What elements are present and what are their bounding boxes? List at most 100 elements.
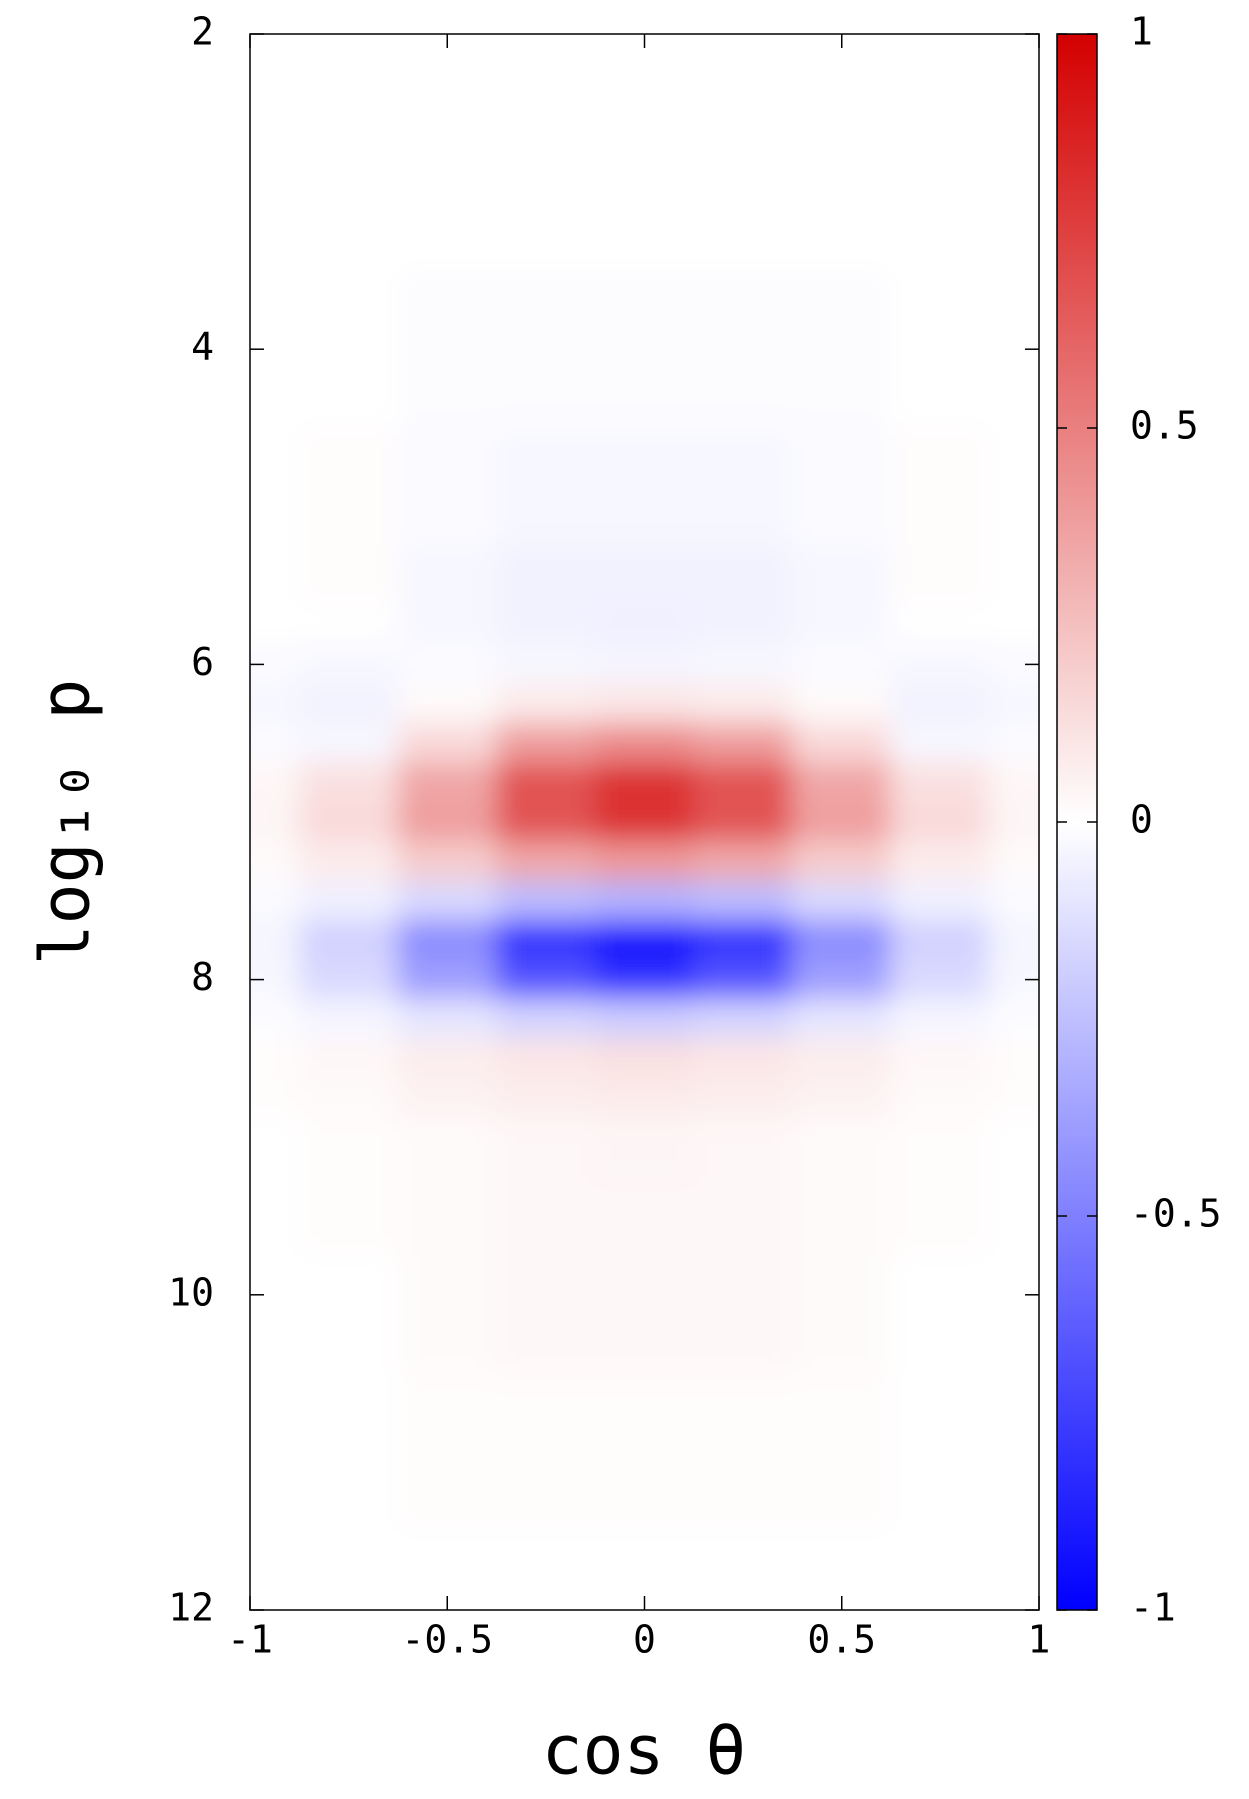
heatmap-cell	[890, 1176, 991, 1256]
heatmap-cell	[397, 1117, 498, 1178]
heatmap-cell	[890, 920, 991, 961]
y-tick-label: 12	[168, 1586, 214, 1630]
heatmap-cell	[693, 723, 793, 764]
heatmap-cell	[496, 762, 596, 803]
heatmap-cell	[989, 723, 1039, 764]
heatmap-cell	[250, 920, 300, 961]
heatmap-cell	[397, 1176, 498, 1256]
heatmap-cell	[890, 959, 991, 1000]
heatmap-cell	[594, 959, 695, 1000]
y-tick-label: 8	[191, 955, 214, 999]
heatmap-cell	[989, 34, 1039, 114]
heatmap-cell	[791, 841, 892, 882]
heatmap-cell	[496, 683, 596, 724]
heatmap-cell	[890, 683, 991, 724]
heatmap-cell	[250, 1038, 300, 1079]
heatmap-cell	[397, 920, 498, 961]
heatmap-cell	[989, 604, 1039, 646]
heatmap-cell	[594, 427, 695, 547]
heatmap-cell	[250, 841, 300, 882]
heatmap-cell	[298, 644, 399, 685]
heatmap-cell	[693, 1254, 793, 1375]
heatmap-cell	[298, 1077, 399, 1118]
heatmap-cell	[496, 1117, 596, 1178]
heatmap-cell	[693, 959, 793, 1000]
heatmap-cell	[693, 34, 793, 114]
heatmap-cell	[890, 1117, 991, 1178]
heatmap-cell	[791, 604, 892, 646]
heatmap-cell	[890, 762, 991, 803]
heatmap-cell	[693, 880, 793, 921]
heatmap-cell	[496, 34, 596, 114]
heatmap-cell	[791, 1077, 892, 1118]
heatmap-cell	[594, 762, 695, 803]
heatmap-cell	[890, 1530, 991, 1610]
heatmap-cell	[890, 1254, 991, 1375]
heatmap-cell	[890, 644, 991, 685]
heatmap-cell	[496, 644, 596, 685]
heatmap-cell	[791, 1373, 892, 1532]
heatmap-cell	[496, 545, 596, 606]
heatmap-cell	[397, 269, 498, 429]
heatmap-cell	[594, 880, 695, 921]
heatmap-cell	[890, 801, 991, 843]
heatmap-cell	[250, 112, 300, 271]
heatmap-cell	[250, 801, 300, 843]
y-tick-label: 4	[191, 325, 214, 369]
x-tick-label: 0.5	[807, 1618, 876, 1662]
heatmap-cell	[397, 959, 498, 1000]
heatmap-cell	[693, 920, 793, 961]
colorbar-tick-label: 1	[1130, 10, 1153, 54]
heatmap-cell	[791, 1038, 892, 1079]
heatmap-cell	[693, 545, 793, 606]
y-tick-label: 2	[191, 10, 214, 54]
heatmap-cell	[298, 1176, 399, 1256]
heatmap-cell	[890, 1077, 991, 1118]
heatmap-cell	[989, 920, 1039, 961]
x-tick-label: -1	[227, 1618, 273, 1662]
heatmap-cell	[791, 723, 892, 764]
heatmap-cell	[594, 1117, 695, 1178]
heatmap-cells	[250, 34, 1039, 1610]
heatmap-cell	[989, 1373, 1039, 1532]
heatmap-cell	[496, 723, 596, 764]
heatmap-cell	[989, 1530, 1039, 1610]
heatmap-cell	[250, 762, 300, 803]
heatmap-cell	[791, 644, 892, 685]
heatmap-cell	[989, 998, 1039, 1040]
heatmap-cell	[298, 1530, 399, 1610]
heatmap-cell	[693, 1530, 793, 1610]
heatmap-cell	[791, 998, 892, 1040]
heatmap-cell	[250, 427, 300, 547]
heatmap-cell	[594, 644, 695, 685]
heatmap-cell	[250, 683, 300, 724]
x-axis-label: cos θ	[542, 1712, 747, 1791]
heatmap-cell	[250, 1254, 300, 1375]
heatmap-cell	[693, 1077, 793, 1118]
heatmap-cell	[693, 1038, 793, 1079]
heatmap-cell	[397, 1077, 498, 1118]
heatmap-cell	[298, 762, 399, 803]
heatmap-cell	[890, 112, 991, 271]
heatmap-cell	[298, 112, 399, 271]
heatmap-cell	[496, 880, 596, 921]
heatmap-cell	[298, 545, 399, 606]
heatmap-cell	[397, 604, 498, 646]
heatmap-cell	[397, 112, 498, 271]
heatmap-cell	[989, 545, 1039, 606]
heatmap-cell	[250, 604, 300, 646]
heatmap-cell	[250, 1530, 300, 1610]
heatmap-cell	[397, 801, 498, 843]
heatmap-cell	[594, 683, 695, 724]
heatmap-cell	[989, 112, 1039, 271]
x-tick-label: -0.5	[401, 1618, 493, 1662]
heatmap-cell	[791, 762, 892, 803]
heatmap-cell	[594, 604, 695, 646]
heatmap-cell	[298, 1117, 399, 1178]
heatmap-cell	[298, 604, 399, 646]
heatmap-cell	[989, 841, 1039, 882]
y-tick-label: 6	[191, 640, 214, 684]
heatmap-cell	[791, 1117, 892, 1178]
heatmap-cell	[496, 841, 596, 882]
heatmap-cell	[791, 1176, 892, 1256]
